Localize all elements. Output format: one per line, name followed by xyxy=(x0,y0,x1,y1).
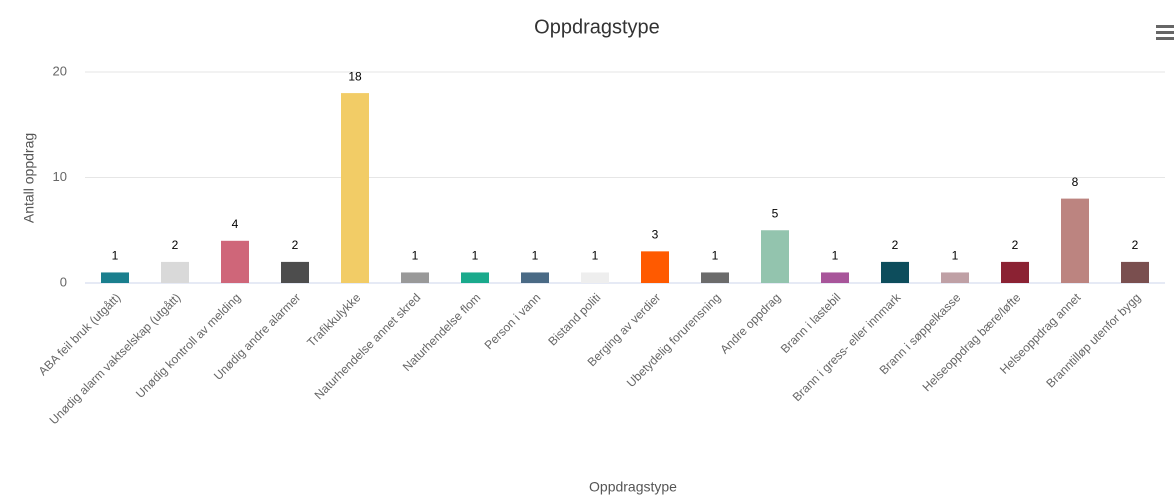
bar xyxy=(881,261,909,283)
data-label: 1 xyxy=(592,249,599,263)
bar xyxy=(821,272,849,283)
x-tick-label: Helseoppdrag bære/løfte xyxy=(920,290,1024,394)
y-axis-title: Antall oppdrag xyxy=(21,133,37,223)
data-label: 1 xyxy=(412,249,419,263)
x-tick-label: Unødig alarm vaktselskap (utgått) xyxy=(47,290,184,427)
menu-bar xyxy=(1156,31,1174,34)
bar xyxy=(221,240,249,283)
x-axis-title: Oppdragstype xyxy=(589,479,677,495)
bar xyxy=(401,272,429,283)
data-label: 2 xyxy=(892,238,899,252)
bar xyxy=(701,272,729,283)
x-tick-label: Brann i gress- eller innmark xyxy=(790,290,904,404)
bar xyxy=(1061,198,1089,283)
x-tick-label: Bistand politi xyxy=(545,290,603,348)
data-label: 2 xyxy=(172,238,179,252)
menu-button[interactable] xyxy=(1156,25,1174,40)
data-label: 1 xyxy=(472,249,479,263)
bar xyxy=(161,261,189,283)
x-tick-label: Andre oppdrag xyxy=(717,290,783,356)
y-tick-label: 0 xyxy=(60,274,67,289)
bar xyxy=(941,272,969,283)
x-tick-label: Brann i lastebil xyxy=(778,290,844,356)
data-label: 5 xyxy=(772,206,779,220)
menu-bar xyxy=(1156,25,1174,28)
x-tick-label: Trafikkulykke xyxy=(304,290,363,349)
data-label: 1 xyxy=(712,249,719,263)
data-label: 2 xyxy=(1012,238,1019,252)
y-tick-label: 20 xyxy=(53,63,67,78)
data-label: 4 xyxy=(232,217,239,231)
bar xyxy=(581,272,609,283)
data-label: 2 xyxy=(1132,238,1139,252)
x-tick-label: Unødig kontroll av melding xyxy=(133,290,243,400)
data-label: 1 xyxy=(532,249,539,263)
data-label: 2 xyxy=(292,238,299,252)
bar xyxy=(1001,261,1029,283)
bar xyxy=(281,261,309,283)
data-label: 8 xyxy=(1072,175,1079,189)
data-label: 1 xyxy=(112,249,119,263)
bar xyxy=(521,272,549,283)
data-label: 18 xyxy=(348,69,362,83)
bar xyxy=(461,272,489,283)
data-label: 3 xyxy=(652,228,659,242)
bar xyxy=(761,230,789,283)
x-tick-label: Naturhendelse annet skred xyxy=(312,290,424,402)
bar xyxy=(1121,261,1149,283)
x-tick-label: Person i vann xyxy=(482,290,544,352)
menu-bar xyxy=(1156,37,1174,40)
data-label: 1 xyxy=(952,249,959,263)
bar xyxy=(641,251,669,283)
bar xyxy=(341,93,369,283)
y-tick-label: 10 xyxy=(53,169,67,184)
bar xyxy=(101,272,129,283)
chart-title: Oppdragstype xyxy=(534,16,660,38)
data-label: 1 xyxy=(832,249,839,263)
